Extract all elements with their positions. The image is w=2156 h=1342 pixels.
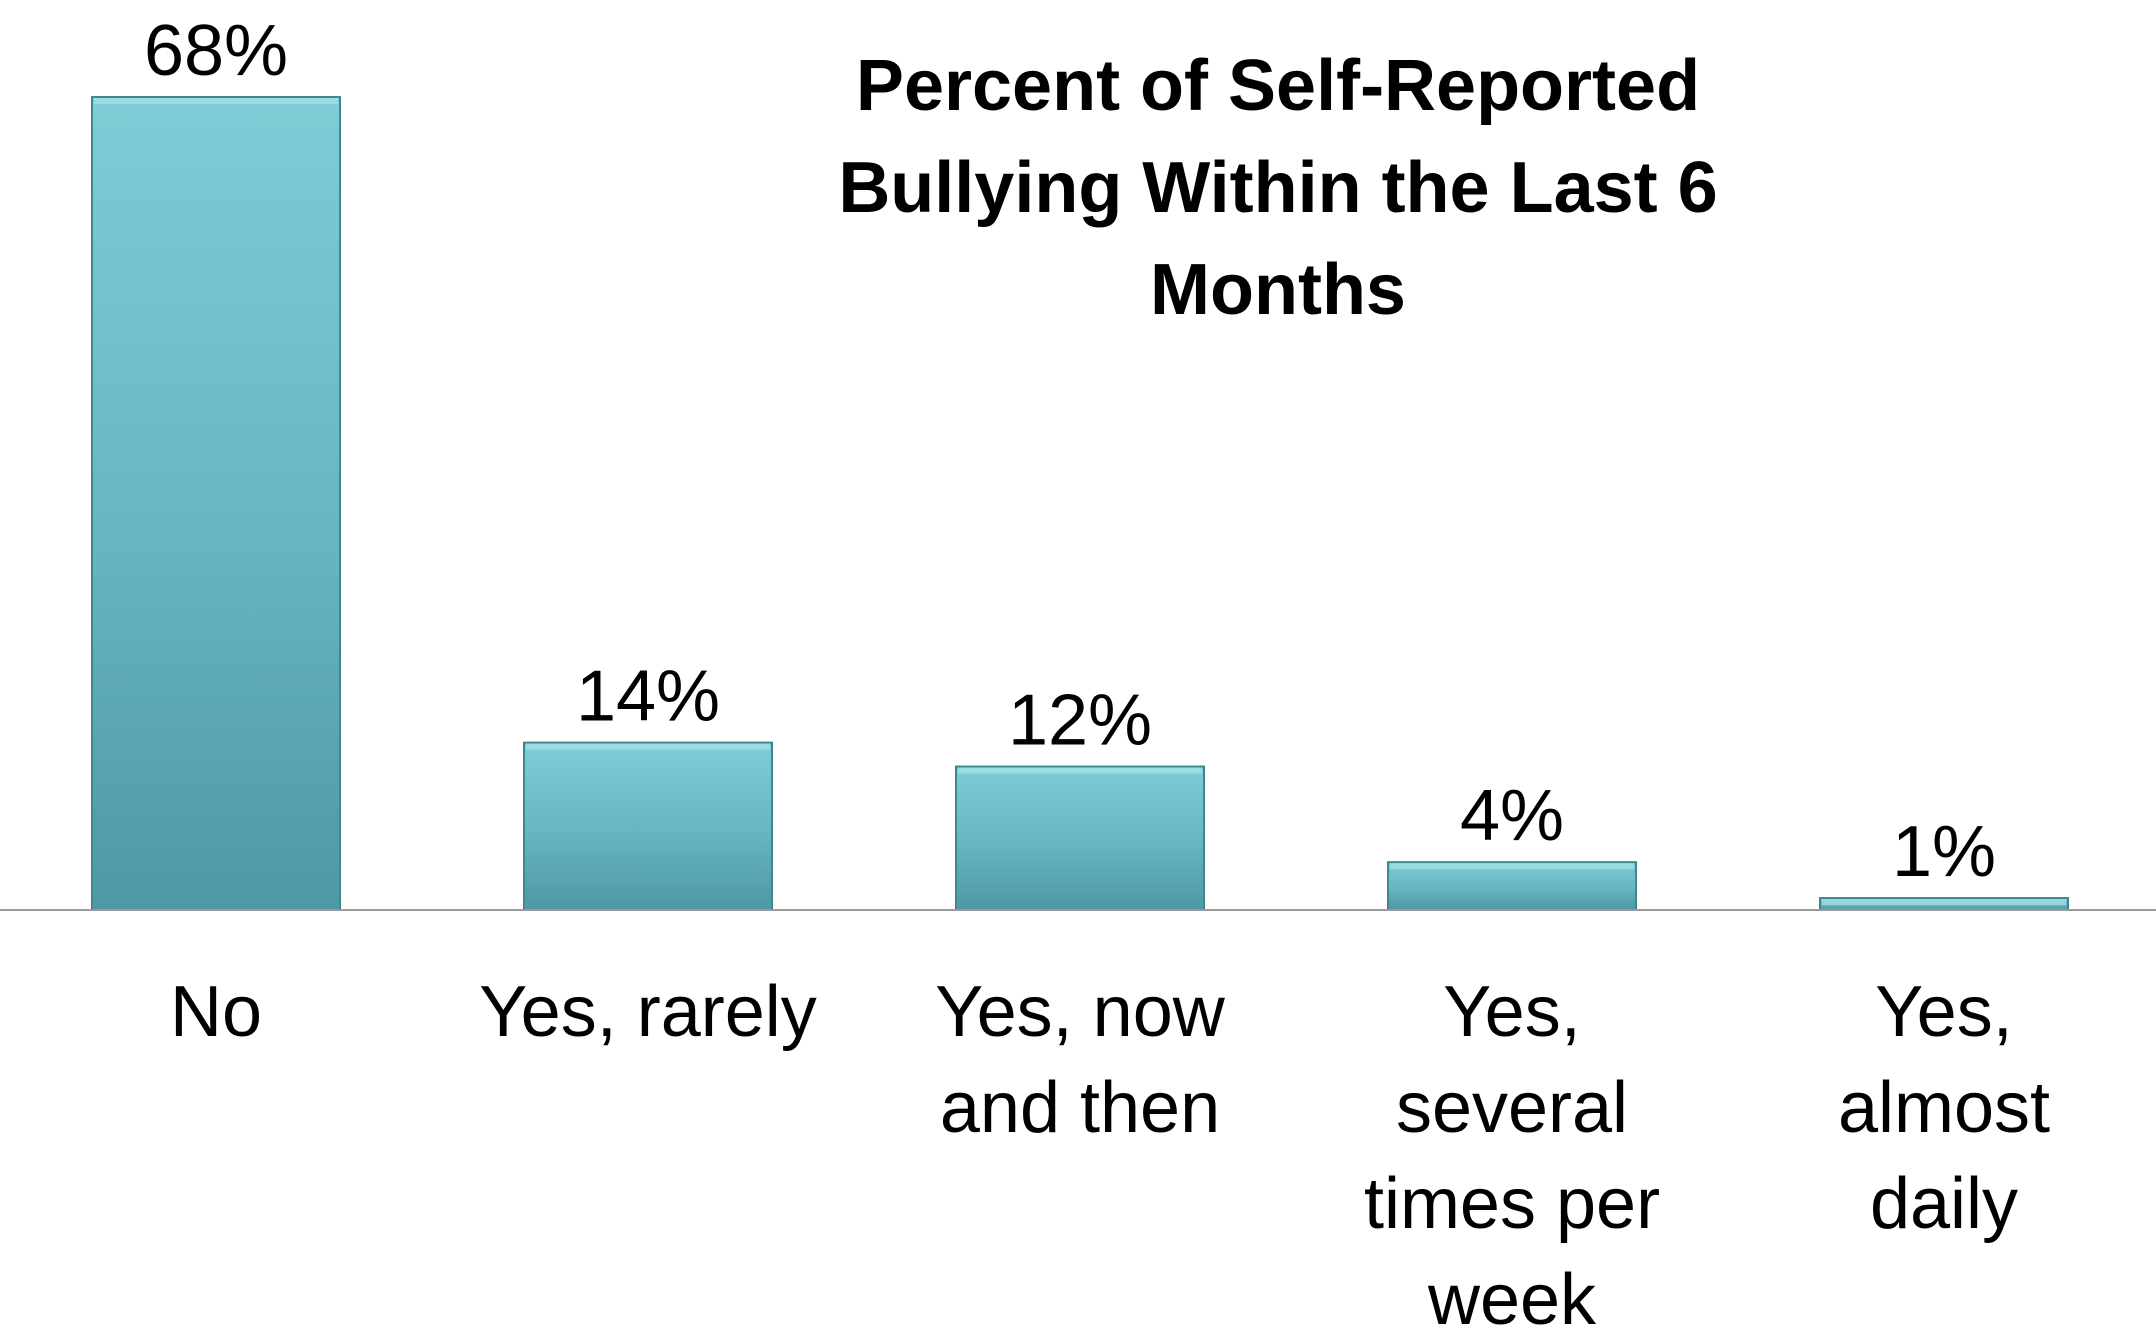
data-labels: 68% 14% 12% 4% 1%: [144, 11, 1996, 892]
category-label-5: Yes, almost daily: [1838, 972, 2050, 1244]
bar-highlight-2: [526, 743, 770, 750]
bar-1: [91, 96, 341, 911]
data-label-3: 12%: [1008, 681, 1152, 761]
bar-highlight-4: [1390, 863, 1634, 870]
category-label-1: No: [170, 972, 262, 1052]
data-label-5: 1%: [1892, 812, 1996, 892]
chart-title: Percent of Self-Reported Bullying Within …: [838, 46, 1717, 330]
bar-highlight-1: [94, 98, 338, 104]
data-label-1: 68%: [144, 11, 288, 91]
category-label-2: Yes, rarely: [479, 972, 817, 1052]
bars: [91, 96, 2069, 912]
category-labels: No Yes, rarely Yes, now and then Yes, several…: [170, 972, 2050, 1340]
bar-highlight-5: [1822, 899, 2066, 906]
chart-title-text: Percent of Self-Reported Bullying Within …: [838, 46, 1717, 330]
category-label-3: Yes, now and then: [935, 972, 1226, 1148]
bar-highlight-3: [958, 767, 1202, 774]
bar-3: [955, 765, 1205, 911]
data-label-2: 14%: [576, 657, 720, 737]
bar-2: [523, 741, 773, 912]
bar-4: [1387, 861, 1637, 911]
data-label-4: 4%: [1460, 776, 1564, 856]
category-label-4: Yes, several times per week: [1364, 972, 1660, 1340]
